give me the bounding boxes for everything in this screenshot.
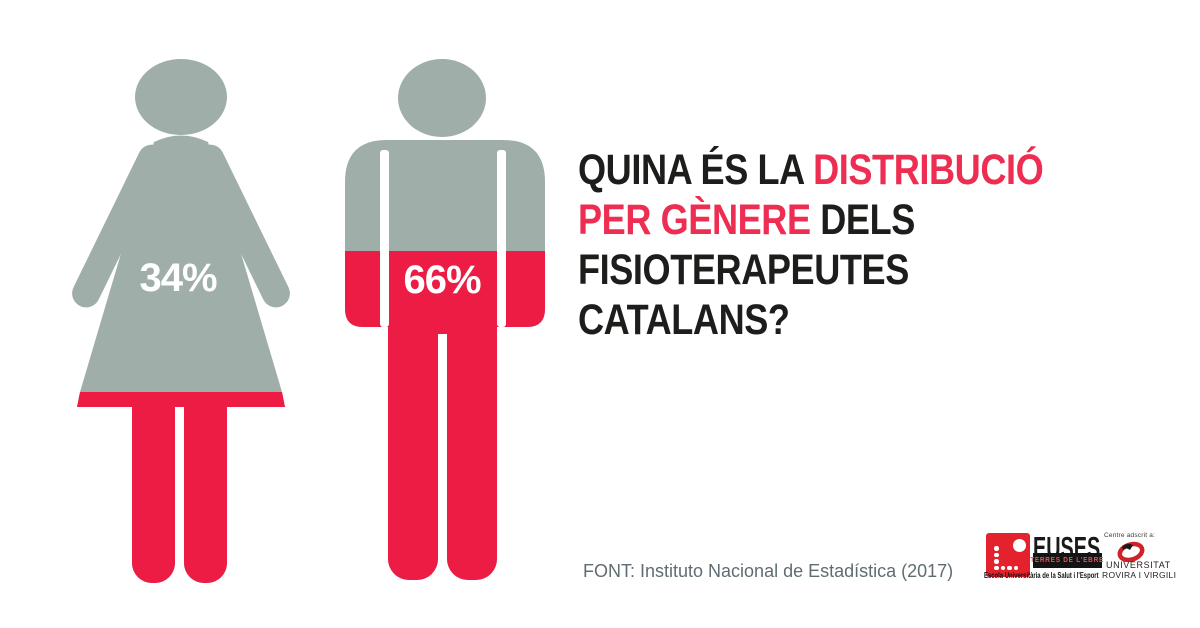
euses-logo-dot <box>1007 565 1012 570</box>
euses-school-label: Escola Universitària de la Salut i l'Esp… <box>984 571 1099 580</box>
male-percentage-label: 66% <box>403 258 481 302</box>
euses-logo-icon <box>986 533 1030 577</box>
source-line: FONT: Instituto Nacional de Estadística … <box>583 561 954 581</box>
urv-university-line2: ROVIRA I VIRGILI <box>1102 569 1177 580</box>
euses-logo-dot <box>994 565 999 570</box>
euses-campus-bar: TERRES DE L'EBRE <box>1030 553 1105 568</box>
female-percentage-label: 34% <box>139 256 217 300</box>
urv-logo-icon <box>1117 541 1145 562</box>
centre-adscrit-label: Centre adscrit a: <box>1104 532 1156 539</box>
euses-logo-dot <box>1000 565 1005 570</box>
headline-line-1: QUINA ÉS LA DISTRIBUCIÓ <box>578 145 1044 195</box>
headline-line-2: PER GÈNERE DELS <box>578 195 1043 245</box>
euses-campus-label: TERRES DE L'EBRE <box>1030 557 1105 564</box>
urv-university-line1: UNIVERSITAT <box>1106 560 1171 570</box>
female-pictogram: 34% <box>62 58 302 584</box>
euses-logo-dot <box>1013 565 1018 570</box>
euses-logo-dot <box>994 559 999 564</box>
headline-line1-black: QUINA ÉS LA <box>578 146 814 194</box>
headline-line1-red: DISTRIBUCIÓ <box>813 146 1044 194</box>
euses-logo-dot <box>994 546 999 551</box>
male-pictogram: 66% <box>345 59 545 580</box>
headline: QUINA ÉS LA DISTRIBUCIÓ PER GÈNERE DELS … <box>578 145 1044 345</box>
headline-line-3: FISIOTERAPEUTES <box>578 246 909 294</box>
female-pictogram-graphic <box>72 59 290 583</box>
euses-logo-dot <box>1013 539 1026 552</box>
euses-logo-dot <box>994 552 999 557</box>
headline-line2-red: PER GÈNERE <box>578 196 811 244</box>
headline-line-4: CATALANS? <box>578 296 790 344</box>
headline-line2-black: DELS <box>810 196 915 244</box>
male-pictogram-graphic <box>345 59 545 580</box>
